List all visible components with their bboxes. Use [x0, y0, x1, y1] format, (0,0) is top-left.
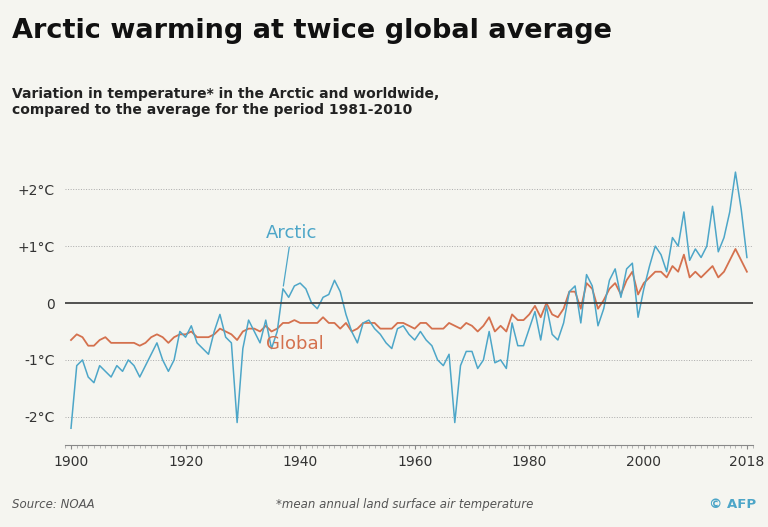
Text: *mean annual land surface air temperature: *mean annual land surface air temperatur… — [276, 498, 534, 511]
Text: compared to the average for the period 1981-2010: compared to the average for the period 1… — [12, 103, 412, 117]
Text: Source: NOAA: Source: NOAA — [12, 498, 94, 511]
Text: Arctic: Arctic — [266, 223, 317, 286]
Text: Global: Global — [266, 335, 323, 353]
Text: © AFP: © AFP — [710, 498, 756, 511]
Text: Arctic warming at twice global average: Arctic warming at twice global average — [12, 18, 611, 44]
Text: Variation in temperature* in the Arctic and worldwide,: Variation in temperature* in the Arctic … — [12, 87, 439, 101]
